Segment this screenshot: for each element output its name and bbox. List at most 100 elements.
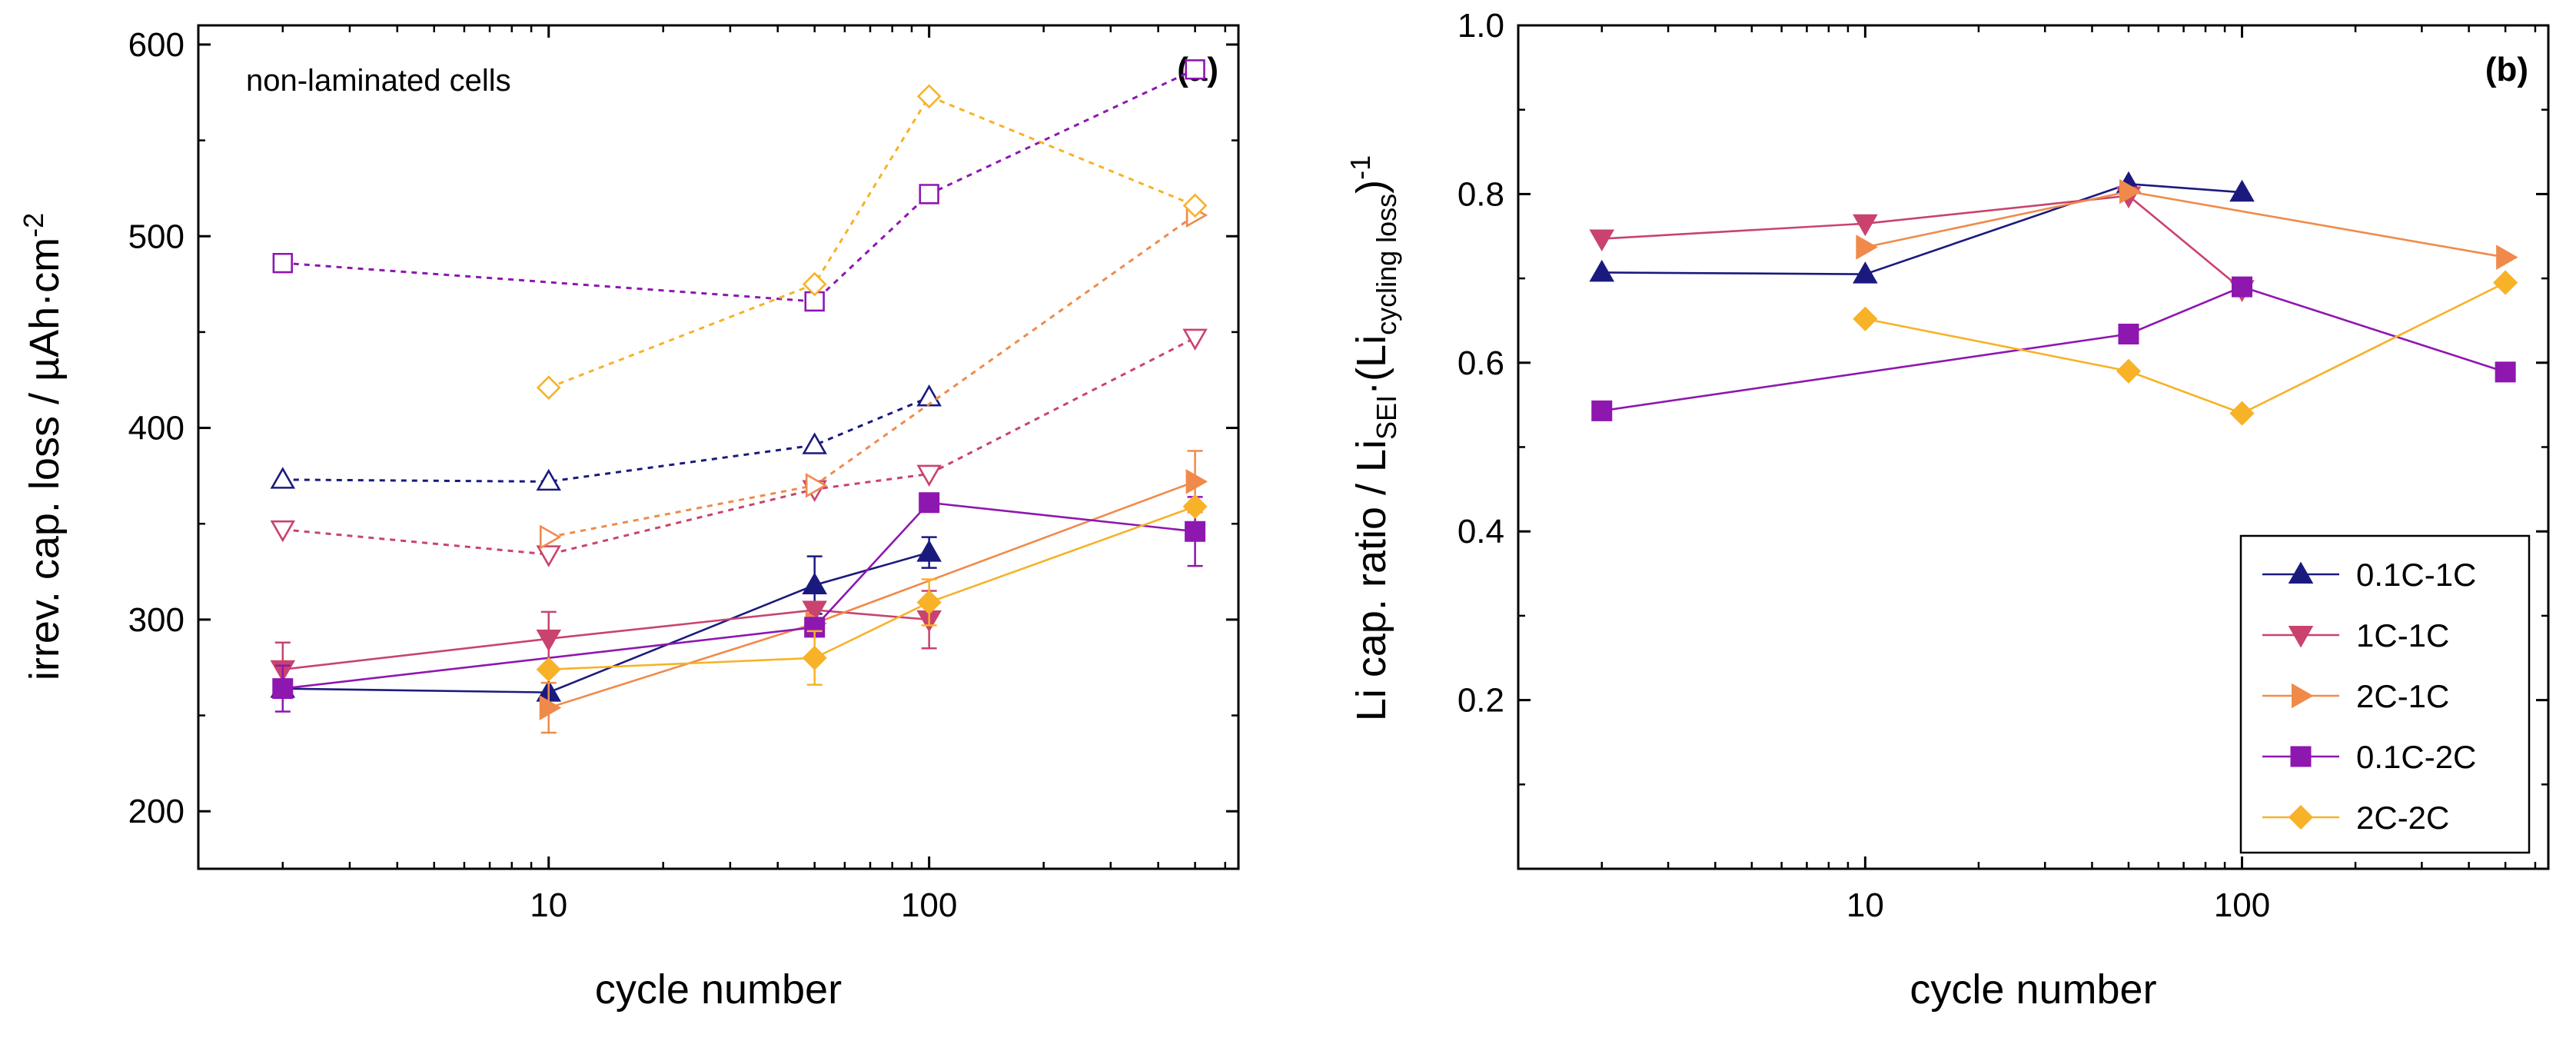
panel-a-2C-2C-laminated-open-marker [536,375,561,401]
panel-a-plot-frame [197,24,1240,870]
panel-a-01C-1C-line [282,551,930,693]
legend-label: 0.1C-1C [2356,557,2476,593]
panel-b-y-tick-label: 0.4 [1458,513,1504,550]
panel-a-y-tick-label: 600 [128,26,184,64]
panel-a-y-tick-label: 500 [128,218,184,255]
panel-a-01C-2C-laminated-open-marker [272,252,293,274]
panel-a-2C-2C-marker [536,657,561,682]
legend-marker [2288,804,2314,830]
legend-marker [2288,626,2314,648]
panel-a-01C-2C-laminated-open-marker [1185,59,1205,80]
panel-b-1C-1C-line [1601,195,2243,291]
panel-a-y-tick-label: 300 [128,601,184,639]
panel-b-2C-2C-marker [2229,401,2255,426]
legend-marker [2288,561,2314,584]
panel-a-2C-1C-laminated-dashed-line [548,214,1196,539]
panel-b-2C-2C-marker [2116,358,2142,384]
legend-label: 2C-1C [2356,678,2449,714]
panel-a-01C-2C-marker [804,617,826,638]
panel-b-2C-2C-marker [1853,306,1878,331]
panel-b-2C-1C-line [1865,190,2506,258]
panel-a-1C-1C-laminated-dashed-line [282,337,1196,556]
panel-b-panel-label: (b) [2485,51,2528,88]
panel-a-y-axis-title-sup: -2 [18,213,49,238]
panel-b-x-tick-label: 100 [2214,886,2270,924]
panel-b-y-axis-title-sub-sei: SEI [1371,395,1402,440]
legend-box [2239,534,2531,854]
panel-b-01C-1C-marker [2229,179,2255,202]
panel-a-01C-2C-laminated-open-marker [919,184,939,205]
panel-a-2C-2C-marker [916,590,942,615]
panel-b-01C-1C-marker [1853,261,1878,284]
panel-a-2C-1C-laminated-open-marker [805,473,828,498]
panel-a-01C-1C-laminated-open-marker [270,467,296,489]
panel-b-y-axis-title-main: Li cap. ratio / Li [1348,440,1394,721]
panel-b-2C-2C-marker [2493,270,2518,295]
legend-marker [2290,746,2312,767]
panel-b-01C-2C-marker [2118,324,2139,345]
panel-a-y-axis-title-main: irrev. cap. loss / µAh·cm [22,238,68,680]
panel-b: 10 100 0.2 0.4 0.6 0.8 1.0 cycle number (b) Li ca… [1345,7,2550,1013]
legend-label: 2C-2C [2356,800,2449,836]
panel-a-1C-1C-laminated-open-marker [916,464,942,487]
panel-a-1C-1C-laminated-open-marker [270,520,296,543]
panel-a-01C-1C-marker [916,540,942,562]
panel-a-2C-2C-laminated-open-marker [802,271,827,297]
panel-a-01C-1C-laminated-dashed-line [282,396,930,483]
panel-b-01C-1C-line [1601,182,2242,275]
legend-label: 1C-1C [2356,617,2449,654]
panel-a-y-axis-title: irrev. cap. loss / µAh·cm-2 [18,213,68,680]
panel-b-01C-2C-marker [2495,361,2516,383]
panel-a-2C-1C-marker [1185,469,1208,494]
panel-b-01C-1C-marker [1589,259,1615,282]
panel-a-1C-1C-marker [802,600,827,623]
panel-a-x-tick-label: 10 [530,886,567,924]
panel-a-2C-2C-laminated-open-marker [1182,193,1208,218]
legend-label: 0.1C-2C [2356,739,2476,775]
panel-b-1C-1C-marker [1589,229,1615,252]
panel-a-x-axis-title: cycle number [595,966,842,1013]
panel-b-legend: 0.1C-1C 1C-1C 2C-1C 0.1C-2C 2C-2C [2239,534,2531,854]
panel-a-1C-1C-line [282,609,929,671]
panel-b-y-axis-title-sub-cycling-loss: cycling loss [1371,194,1402,335]
panel-b-2C-1C-marker [1856,234,1878,260]
panel-b-2C-2C-line [1865,281,2506,415]
panel-a-01C-1C-laminated-open-marker [916,384,942,407]
panel-a-2C-2C-laminated-open-marker [916,84,942,109]
panel-a-1C-1C-laminated-open-marker [1182,328,1208,351]
panel-b-y-axis-title-end: ) [1348,180,1394,194]
panel-b-y-axis-title-mid: ·(Li [1348,335,1394,395]
panel-a-2C-1C-line [548,481,1196,709]
panel-b-y-axis-title: Li cap. ratio / LiSEI·(Licycling loss)-1 [1345,155,1402,721]
panel-b-y-tick-label: 0.6 [1458,344,1504,382]
panel-b-2C-1C-marker [2119,178,2142,205]
panel-a-2C-2C-marker [802,645,827,670]
panel-b-y-tick-label: 0.2 [1458,682,1504,720]
panel-b-y-tick-label: 1.0 [1458,7,1504,45]
panel-a-01C-1C-laminated-open-marker [802,432,827,454]
panel-a-y-tick-label: 400 [128,410,184,447]
panel-a-1C-1C-marker [536,629,562,652]
panel-a-2C-2C-marker [1182,494,1208,519]
panel-b-x-tick-label: 10 [1846,886,1884,924]
legend-marker [2292,683,2314,709]
panel-a-x-tick-label: 100 [901,886,957,924]
panel-a-2C-2C-laminated-dashed-line [548,95,1196,389]
panel-b-01C-2C-marker [2232,276,2253,298]
panel-a-annotation: non-laminated cells [246,64,511,98]
panel-a-01C-1C-marker [802,572,827,595]
panel-b-x-axis-title: cycle number [1910,966,2156,1013]
panel-a-2C-2C-line [548,505,1196,671]
panel-a-1C-1C-laminated-open-marker [536,545,561,567]
panel-a-01C-2C-marker [1185,520,1206,542]
panel-a-01C-1C-laminated-open-marker [536,468,561,491]
panel-a-2C-1C-laminated-open-marker [539,524,562,550]
panel-a-y-tick-label: 200 [128,793,184,830]
panel-b-1C-1C-marker [1853,214,1878,237]
panel-b-y-tick-label: 0.8 [1458,175,1504,213]
panel-a-01C-2C-laminated-dashed-line [282,68,1196,303]
panel-b-01C-2C-marker [1591,400,1613,421]
panel-b-2C-1C-marker [2496,244,2518,270]
panel-b-01C-2C-line [1601,285,2506,412]
